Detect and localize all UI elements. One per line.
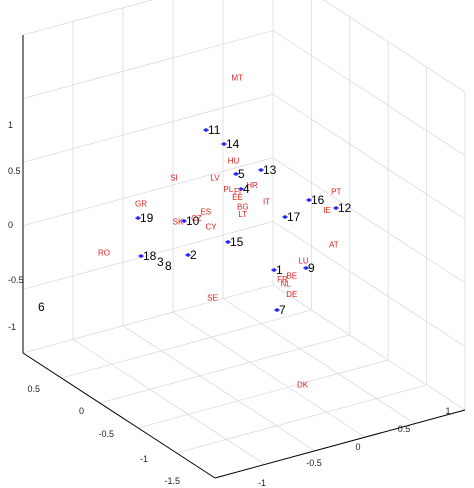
tick-labels: 1 0.5 0 -0.5 -1 0.5 0 -0.5 -1 -1.5 -1 -0.5 0 0.5 1 bbox=[8, 120, 451, 488]
country-label: LU bbox=[298, 257, 308, 266]
country-label: FR bbox=[277, 275, 288, 284]
right-floor-tick-label: 0 bbox=[355, 442, 360, 452]
grid-line bbox=[222, 298, 416, 424]
grid-line bbox=[272, 93, 466, 220]
country-label: LT bbox=[238, 210, 247, 219]
grid-line bbox=[61, 309, 312, 379]
left-floor-tick-label: -0.5 bbox=[98, 429, 114, 439]
z-tick-label: 0.5 bbox=[8, 166, 21, 176]
country-label: CZ bbox=[191, 214, 202, 223]
grid-line bbox=[272, 157, 466, 284]
grid-line bbox=[22, 30, 274, 99]
country-label: AT bbox=[329, 240, 339, 249]
number-label: 3 bbox=[157, 255, 164, 269]
left-floor-tick-label: 0.5 bbox=[27, 384, 40, 394]
grid-line bbox=[172, 311, 366, 438]
number-label: 2 bbox=[190, 248, 197, 262]
country-label: HU bbox=[228, 157, 240, 166]
grid-line bbox=[272, 30, 466, 156]
country-label: RO bbox=[98, 248, 110, 257]
number-label: 6 bbox=[38, 300, 45, 314]
left-floor-tick-label: -1.5 bbox=[164, 476, 180, 486]
country-label: MT bbox=[232, 74, 244, 83]
grid-line bbox=[22, 93, 274, 163]
country-label: SK bbox=[173, 217, 184, 226]
axis-box bbox=[22, 35, 466, 479]
axis-line-right bbox=[214, 409, 466, 479]
number-label: 12 bbox=[338, 201, 352, 215]
grid-line bbox=[72, 339, 266, 465]
back-floor-left bbox=[22, 284, 274, 354]
right-floor-tick-label: 0.5 bbox=[398, 424, 411, 434]
number-label: 7 bbox=[279, 303, 286, 317]
country-label: IT bbox=[263, 198, 270, 207]
number-label: 19 bbox=[140, 211, 154, 225]
grid-line bbox=[122, 325, 316, 452]
number-label: 10 bbox=[186, 214, 200, 228]
country-label: NL bbox=[280, 280, 291, 289]
number-label: 17 bbox=[287, 210, 301, 224]
right-floor-tick-label: 1 bbox=[445, 406, 450, 416]
back-floor-right bbox=[272, 284, 466, 411]
country-label: HR bbox=[246, 181, 258, 190]
country-label: ES bbox=[200, 208, 211, 217]
marker-layer bbox=[135, 128, 339, 312]
axis-line-left bbox=[22, 352, 216, 479]
grid-line bbox=[22, 221, 274, 290]
country-label: SI bbox=[170, 174, 178, 183]
left-floor-tick-label: 0 bbox=[79, 406, 84, 416]
country-label: PL bbox=[223, 185, 233, 194]
left-floor-tick-label: -1 bbox=[140, 454, 148, 464]
country-label: DE bbox=[286, 290, 297, 299]
z-tick-label: 0 bbox=[8, 220, 13, 230]
number-label: 15 bbox=[230, 235, 244, 249]
z-tick-label: -0.5 bbox=[8, 275, 24, 285]
top-edge-left bbox=[22, 0, 154, 36]
number-label: 5 bbox=[238, 167, 245, 181]
country-label: CY bbox=[205, 222, 217, 231]
z-tick-label: 1 bbox=[8, 120, 13, 130]
country-label: DK bbox=[297, 381, 309, 390]
number-label: 9 bbox=[308, 261, 315, 275]
grid-layer bbox=[22, 0, 466, 465]
z-tick-label: -1 bbox=[8, 322, 16, 332]
number-label: 1 bbox=[276, 263, 283, 277]
number-label: 14 bbox=[226, 137, 240, 151]
country-label: BE bbox=[286, 272, 297, 281]
number-label: 16 bbox=[311, 193, 325, 207]
number-label: 13 bbox=[263, 163, 277, 177]
top-edge-right bbox=[322, 0, 466, 93]
country-label: LV bbox=[210, 173, 220, 182]
grid-line bbox=[272, 221, 466, 347]
number-label: 11 bbox=[208, 123, 221, 137]
grid-line bbox=[138, 359, 389, 429]
number-label: 4 bbox=[243, 182, 250, 196]
number-label: 18 bbox=[143, 249, 157, 263]
country-label: FI bbox=[234, 187, 241, 196]
grid-line bbox=[99, 334, 350, 404]
grid-line bbox=[22, 157, 274, 227]
country-label: PT bbox=[331, 187, 341, 196]
country-label: BG bbox=[237, 203, 249, 212]
right-floor-tick-label: -1 bbox=[258, 478, 266, 488]
number-label: 8 bbox=[165, 259, 172, 273]
country-label: EE bbox=[232, 193, 243, 202]
country-label: SE bbox=[207, 293, 218, 302]
country-label: GR bbox=[135, 199, 147, 208]
grid-line bbox=[176, 384, 427, 454]
right-floor-tick-label: -0.5 bbox=[306, 458, 322, 468]
country-label: IE bbox=[323, 206, 331, 215]
